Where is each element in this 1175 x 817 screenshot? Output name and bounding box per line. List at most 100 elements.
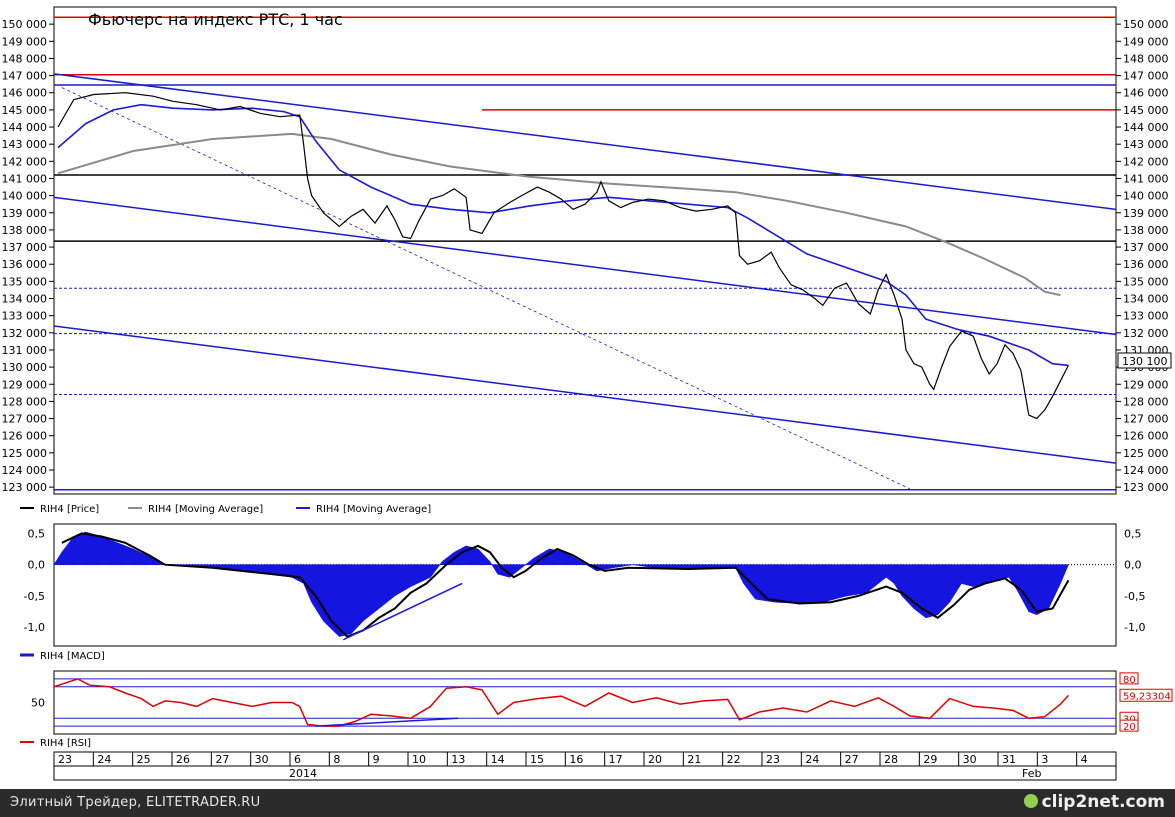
chart-title: Фьючерс на индекс РТС, 1 час [88,10,343,29]
macd-signal-line [61,532,1070,638]
trend-channel-line [61,87,911,490]
rsi-last-value-label: 59,23304 [1123,691,1171,702]
price-tick-label-right: 123 000 [1123,481,1169,494]
price-tick-label-left: 142 000 [2,155,48,168]
macd-tick-label-left: 0,0 [28,559,46,572]
year-label: 2014 [289,767,317,780]
price-tick-label-right: 127 000 [1123,413,1169,426]
month-label: Feb [1022,767,1041,780]
price-tick-label-left: 125 000 [2,447,48,460]
price-tick-label-left: 145 000 [2,104,48,117]
price-tick-label-left: 134 000 [2,293,48,306]
macd-y-axis: 0,5 0,5 0,0 0,0 -0,5 -0,5 -1,0 -1,0 [24,527,1146,634]
price-tick-label-right: 124 000 [1123,464,1169,477]
rsi-line [53,678,1069,727]
macd-tick-label-right: -1,0 [1124,621,1145,634]
date-label: 14 [491,753,505,766]
date-label: 23 [58,753,72,766]
date-label: 31 [1002,753,1016,766]
price-tick-label-right: 144 000 [1123,121,1169,134]
rsi-series [53,678,1116,727]
price-tick-label-left: 123 000 [2,481,48,494]
date-label: 30 [255,753,269,766]
price-tick-label-right: 143 000 [1123,138,1169,151]
price-tick-label-right: 138 000 [1123,224,1169,237]
date-label: 3 [1041,753,1048,766]
date-label: 24 [97,753,111,766]
legend-item-label: RIH4 [Price] [40,504,99,515]
price-tick-label-left: 124 000 [2,464,48,477]
date-label: 29 [923,753,937,766]
price-tick-label-right: 140 000 [1123,190,1169,203]
date-label: 15 [530,753,544,766]
time-labels: 23 24 25 26 27 30 6 8 9 10 13 14 15 16 17 20 21 22 23 24 27 2… [53,752,1088,766]
rsi-panel: 5080302059,23304 [31,670,1173,735]
trend-channel-line [53,325,1117,464]
date-label: 28 [884,753,898,766]
price-tick-label-right: 142 000 [1123,155,1169,168]
price-tick-label-right: 135 000 [1123,275,1169,288]
rsi-plot-frame [53,670,1117,735]
price-legend: RIH4 [Price] RIH4 [Moving Average] RIH4 [M… [20,504,431,515]
price-tick-label-right: 150 000 [1123,18,1169,31]
macd-tick-label-right: 0,5 [1124,527,1142,540]
price-tick-label-left: 139 000 [2,207,48,220]
rsi-tick-label: 50 [31,697,45,710]
price-tick-label-left: 141 000 [2,172,48,185]
price-tick-label-left: 130 000 [2,361,48,374]
chart-window: 123 000 124 000 125 000 126 000 127 000 128 0… [2,6,1173,781]
macd-legend: RIH4 [MACD] [20,651,105,662]
date-label: 22 [727,753,741,766]
clip2net-logo: clip2net.com [1023,792,1165,812]
clip2net-logo-text: clip2net.com [1041,792,1165,812]
price-tick-label-right: 136 000 [1123,258,1169,271]
legend-item-label: RIH4 [Moving Average] [316,504,431,515]
date-label: 17 [609,753,623,766]
trend-channel-line [53,196,1117,336]
moving-average-slow-line [57,132,1061,297]
date-label: 4 [1081,753,1088,766]
rsi-level-box [1119,719,1139,732]
last-price-label: 130 100 [1122,355,1168,368]
rsi-legend: RIH4 [RSI] [20,738,91,749]
macd-divergence-line [342,582,463,641]
rsi-divergence-line [315,717,459,727]
price-tick-label-right: 146 000 [1123,87,1169,100]
date-label: 27 [215,753,229,766]
macd-tick-label-right: -0,5 [1124,590,1145,603]
date-label: 9 [373,753,380,766]
price-tick-label-left: 144 000 [2,121,48,134]
footer-text: Элитный Трейдер, ELITETRADER.RU [10,795,261,810]
legend-item-label: RIH4 [Moving Average] [148,504,263,515]
rsi-level-label: 80 [1123,675,1136,686]
last-price-box: 130 100 [1117,352,1172,369]
date-label: 6 [294,753,301,766]
macd-series [53,531,1116,641]
price-tick-label-right: 125 000 [1123,447,1169,460]
price-tick-label-right: 147 000 [1123,70,1169,83]
price-tick-label-right: 133 000 [1123,310,1169,323]
price-tick-label-right: 149 000 [1123,35,1169,48]
price-tick-label-left: 129 000 [2,378,48,391]
price-panel: 123 000 124 000 125 000 126 000 127 000 128 0… [2,6,1172,495]
price-tick-label-left: 131 000 [2,344,48,357]
price-tick-label-right: 141 000 [1123,172,1169,185]
price-tick-label-right: 145 000 [1123,104,1169,117]
price-tick-label-left: 133 000 [2,310,48,323]
macd-tick-label-left: 0,5 [28,527,46,540]
price-tick-label-right: 126 000 [1123,430,1169,443]
date-label: 8 [333,753,340,766]
price-tick-label-left: 140 000 [2,190,48,203]
price-tick-label-left: 150 000 [2,18,48,31]
macd-tick-label-right: 0,0 [1124,559,1142,572]
price-tick-label-right: 128 000 [1123,395,1169,408]
date-label: 25 [137,753,151,766]
macd-panel: 0,5 0,5 0,0 0,0 -0,5 -0,5 -1,0 -1,0 [24,523,1146,647]
date-label: 16 [569,753,583,766]
price-tick-label-right: 148 000 [1123,52,1169,65]
price-tick-label-left: 143 000 [2,138,48,151]
price-tick-label-right: 134 000 [1123,293,1169,306]
price-tick-label-left: 126 000 [2,430,48,443]
rsi-y-axis: 5080302059,23304 [31,672,1173,733]
price-tick-label-right: 139 000 [1123,207,1169,220]
